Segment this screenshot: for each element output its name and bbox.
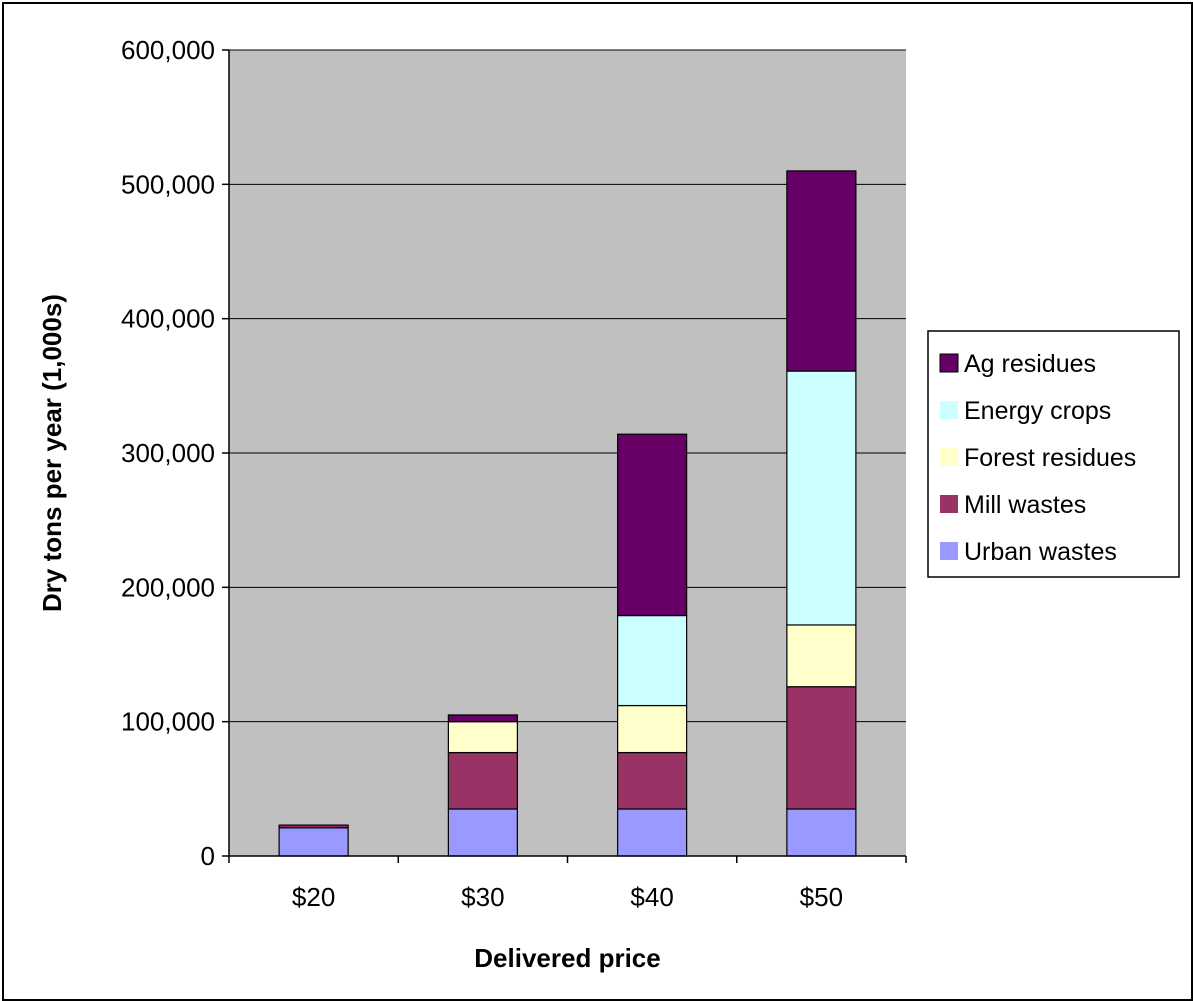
legend-label: Forest residues	[964, 444, 1136, 472]
y-tick-label: 500,000	[121, 169, 215, 199]
bar-segment	[278, 824, 349, 829]
bar-segment	[278, 827, 349, 857]
bar-segment	[617, 433, 688, 617]
bar-segment	[786, 686, 857, 810]
legend-label: Energy crops	[964, 397, 1111, 425]
bar-segment	[617, 704, 688, 754]
y-tick-label: 100,000	[121, 707, 215, 737]
legend-swatch	[940, 495, 958, 513]
y-tick-labels: 0 100,000 200,000 300,000 400,000 500,000 600,…	[121, 35, 215, 871]
x-tick-labels: $20 $30 $40 $50	[292, 882, 843, 912]
bar-segment	[786, 370, 857, 626]
legend-label: Mill wastes	[964, 491, 1086, 519]
y-axis-title: Dry tons per year (1,000s)	[37, 294, 67, 612]
bar-segment	[447, 808, 518, 857]
x-tick-label: $50	[800, 882, 843, 912]
y-tick-label: 200,000	[121, 572, 215, 602]
bar-segment	[786, 808, 857, 857]
bar-segment	[786, 624, 857, 688]
legend-swatch	[940, 542, 958, 560]
y-tick-label: 600,000	[121, 35, 215, 65]
y-tick-label: 300,000	[121, 438, 215, 468]
bar-segment	[447, 714, 518, 723]
bar-segment	[447, 721, 518, 754]
x-tick-label: $30	[461, 882, 504, 912]
axes	[222, 49, 907, 863]
legend-swatch	[940, 401, 958, 419]
legend-box	[927, 330, 1180, 578]
bar-segment	[786, 170, 857, 372]
y-tick-label: 400,000	[121, 304, 215, 334]
legend-swatch	[939, 353, 959, 373]
bar-segment	[617, 614, 688, 707]
bar-segment	[617, 751, 688, 810]
x-tick-label: $20	[292, 882, 335, 912]
bar-segment	[617, 808, 688, 857]
y-tick-label: 0	[201, 841, 215, 871]
legend-swatch	[940, 448, 958, 466]
legend: Ag residues Energy crops Forest residues Mi…	[927, 330, 1180, 578]
x-tick-label: $40	[630, 882, 673, 912]
legend-label: Urban wastes	[964, 538, 1117, 566]
x-axis-title: Delivered price	[474, 943, 660, 973]
legend-label: Ag residues	[964, 350, 1096, 378]
bar-segment	[447, 751, 518, 810]
bars	[278, 170, 857, 857]
